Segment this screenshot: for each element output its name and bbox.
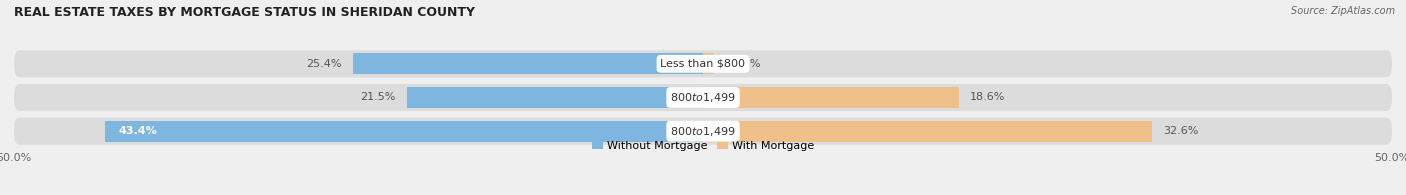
Text: 43.4%: 43.4% bbox=[118, 126, 157, 136]
Text: 32.6%: 32.6% bbox=[1163, 126, 1198, 136]
Bar bbox=[703, 87, 959, 108]
FancyBboxPatch shape bbox=[14, 84, 1392, 111]
Bar bbox=[406, 87, 703, 108]
Text: 25.4%: 25.4% bbox=[307, 59, 342, 69]
Bar bbox=[353, 53, 703, 74]
Text: 0.79%: 0.79% bbox=[725, 59, 761, 69]
Bar bbox=[105, 121, 703, 142]
Legend: Without Mortgage, With Mortgage: Without Mortgage, With Mortgage bbox=[588, 136, 818, 155]
Bar bbox=[703, 53, 714, 74]
Text: $800 to $1,499: $800 to $1,499 bbox=[671, 91, 735, 104]
Text: $800 to $1,499: $800 to $1,499 bbox=[671, 125, 735, 138]
Text: 18.6%: 18.6% bbox=[970, 92, 1005, 103]
Text: 21.5%: 21.5% bbox=[360, 92, 395, 103]
FancyBboxPatch shape bbox=[14, 118, 1392, 145]
Text: Source: ZipAtlas.com: Source: ZipAtlas.com bbox=[1291, 6, 1395, 16]
FancyBboxPatch shape bbox=[14, 50, 1392, 77]
Text: REAL ESTATE TAXES BY MORTGAGE STATUS IN SHERIDAN COUNTY: REAL ESTATE TAXES BY MORTGAGE STATUS IN … bbox=[14, 6, 475, 19]
Text: Less than $800: Less than $800 bbox=[661, 59, 745, 69]
Bar bbox=[703, 121, 1152, 142]
